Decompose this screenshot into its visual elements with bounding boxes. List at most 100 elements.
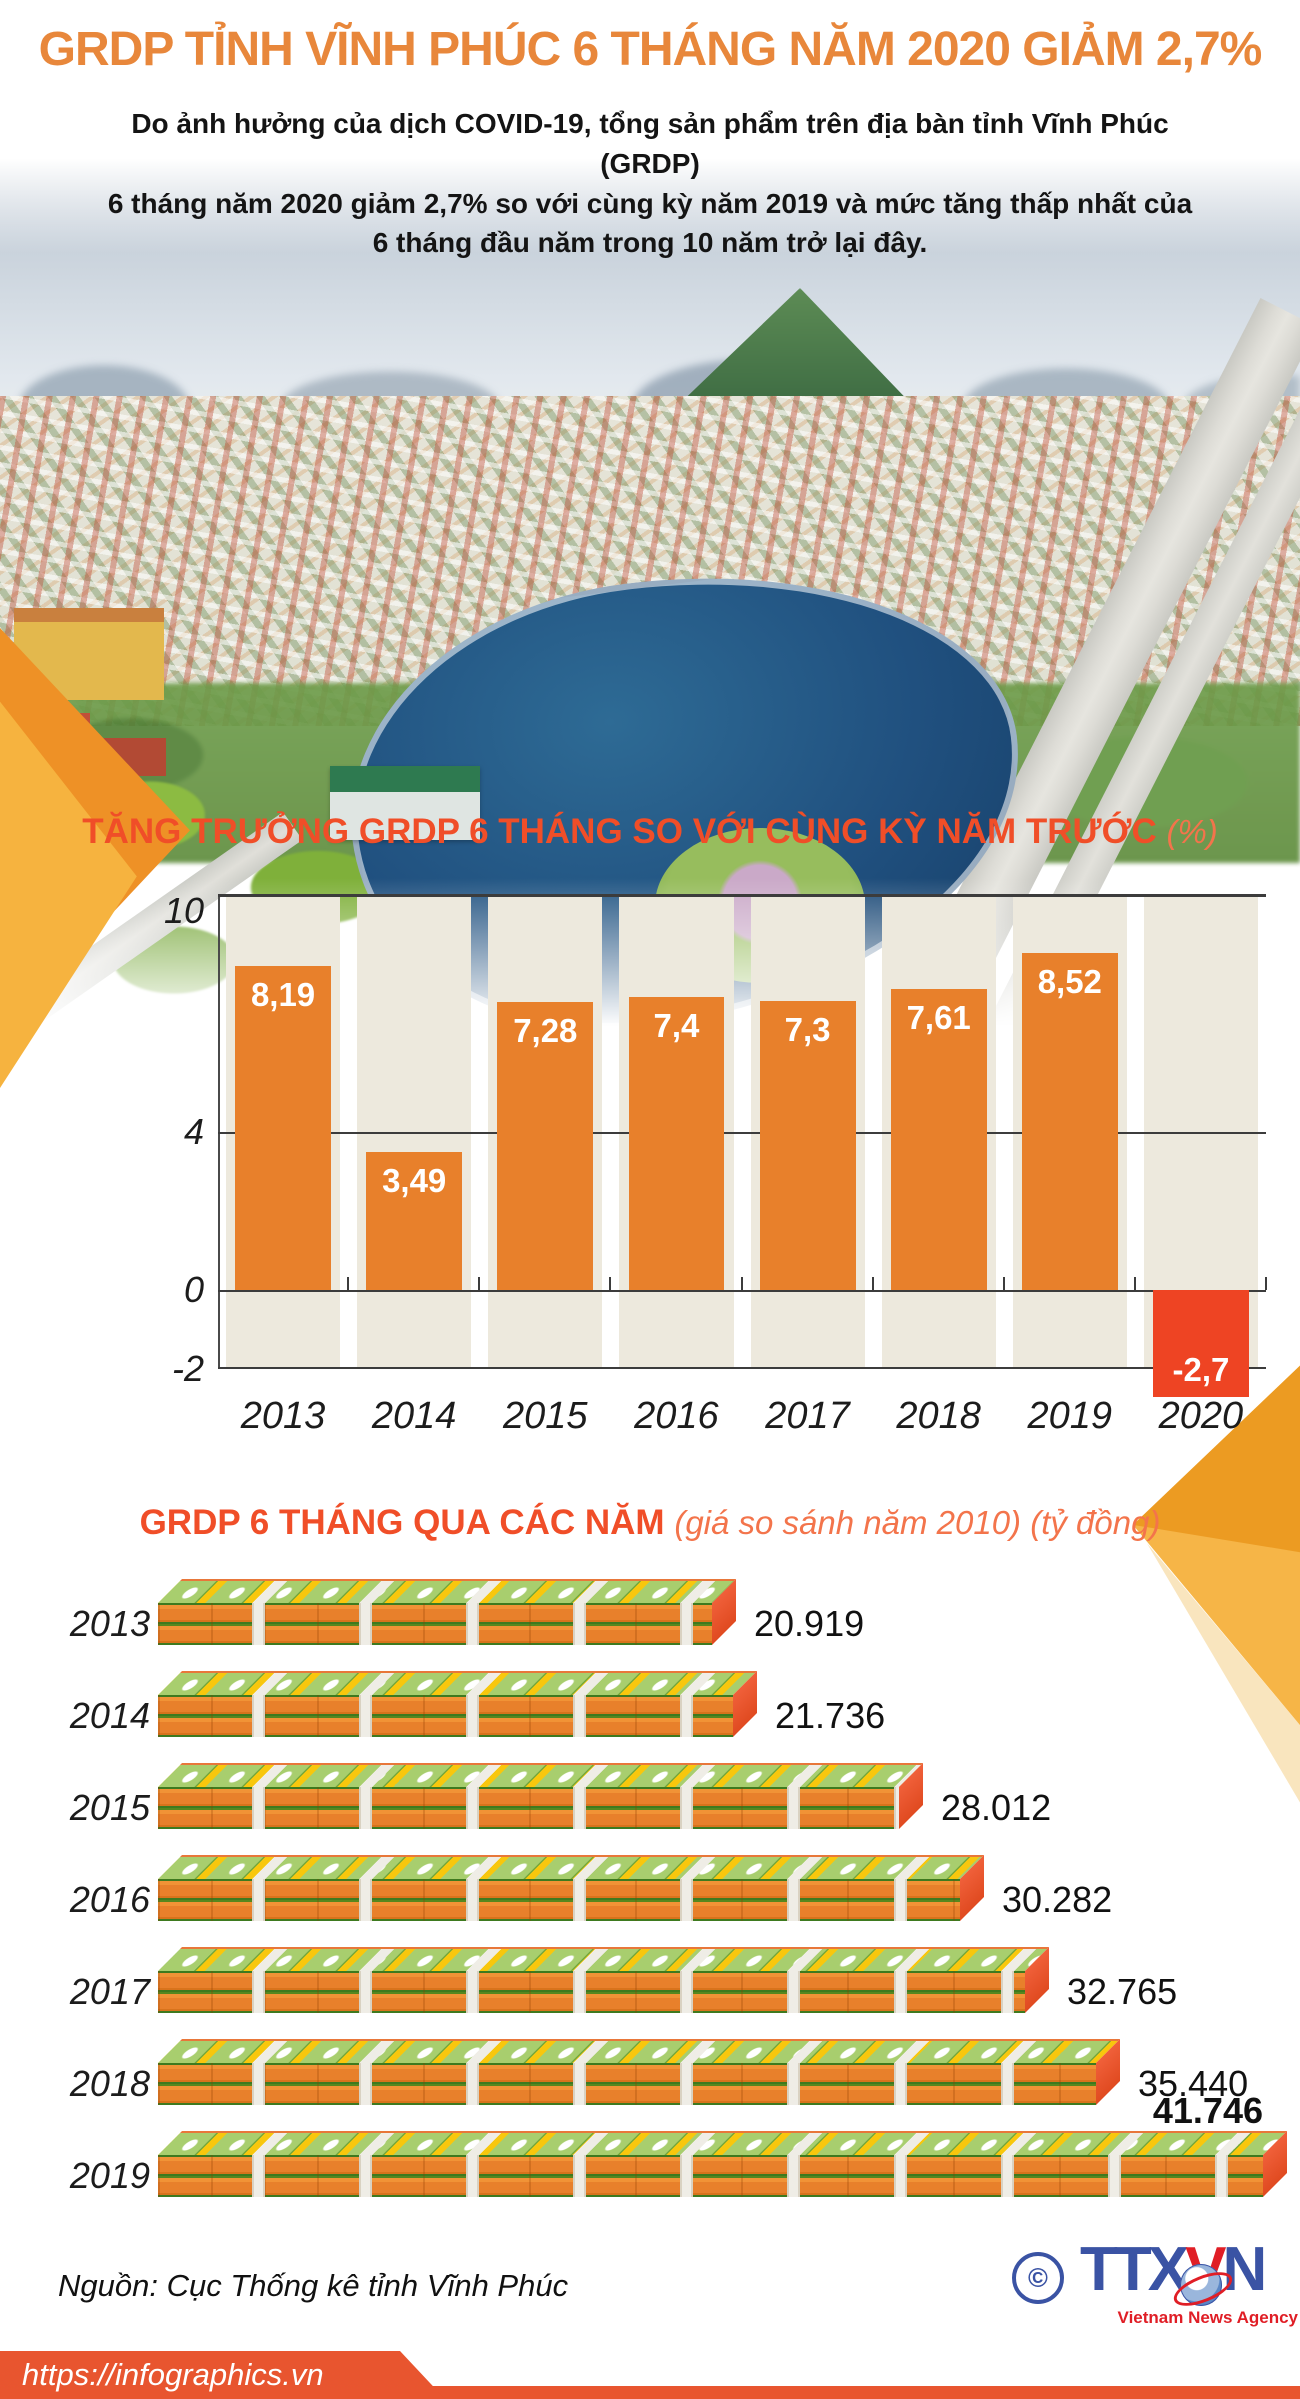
axis-year-label: 2020 [1158, 1395, 1244, 1437]
money-bar [158, 1855, 984, 1921]
row-value-label: 35.440 [1138, 2063, 1249, 2104]
row-value-label: 32.765 [1067, 1971, 1178, 2012]
money-bar-top [158, 1671, 757, 1695]
logo-caption: Vietnam News Agency [1117, 2308, 1298, 2327]
y-axis-label: 10 [163, 890, 204, 931]
growth-chart-title: TĂNG TRƯỞNG GRDP 6 THÁNG SO VỚI CÙNG KỲ … [0, 812, 1300, 852]
url-badge[interactable]: https://infographics.vn [0, 2351, 445, 2399]
growth-chart-unit: (%) [1166, 813, 1218, 850]
photo-distant-mountains [0, 298, 1300, 408]
money-row: 2014 21.736 [0, 1651, 1300, 1743]
row-value-label: 41.746 [1152, 2090, 1263, 2131]
bottom-bar: https://infographics.vn [0, 2351, 1300, 2399]
growth-bar: 7,61 [890, 988, 987, 1290]
y-axis-label: 0 [183, 1268, 204, 1310]
growth-bar-value: 7,61 [906, 998, 971, 1036]
growth-bar: 7,4 [628, 996, 725, 1290]
money-bar-top [158, 1579, 736, 1603]
row-year-label: 2014 [69, 1695, 150, 1736]
website-url[interactable]: https://infographics.vn [22, 2357, 324, 2392]
gridline-0 [218, 1289, 1266, 1292]
axis-tick [1133, 1276, 1136, 1290]
growth-bar-value: 7,4 [653, 1006, 700, 1044]
gridline-4 [218, 1131, 1266, 1134]
money-row: 2016 30.282 [0, 1835, 1300, 1927]
axis-year-label: 2015 [503, 1395, 588, 1437]
growth-bar: 3,49 [366, 1151, 463, 1290]
chart-column: 7,3 [750, 894, 874, 1369]
logo-ttx: TTX [1080, 2235, 1189, 2304]
axis-tick [1265, 1276, 1267, 1290]
money-row: 2015 28.012 [0, 1743, 1300, 1835]
axis-tick [1002, 1276, 1005, 1290]
gridline-bottom [218, 1367, 1266, 1369]
row-value-label: 28.012 [941, 1787, 1052, 1828]
grdp-chart-rows: 2013 20.919 2014 21.736 2015 28.012 2016 30.282… [0, 1559, 1300, 2207]
row-year-label: 2016 [69, 1879, 150, 1920]
row-value-label: 20.919 [754, 1603, 865, 1644]
growth-bar: 7,3 [759, 1000, 856, 1290]
growth-bar-value: 7,28 [513, 1011, 578, 1049]
growth-bar: 8,52 [1021, 952, 1118, 1290]
money-bar-top [158, 2131, 1287, 2155]
subtitle-line: 6 tháng năm 2020 giảm 2,7% so với cùng k… [107, 187, 1193, 219]
chart-column: 8,19 [226, 894, 350, 1369]
subtitle-line: Do ảnh hưởng của dịch COVID-19, tổng sản… [131, 108, 1169, 179]
money-row: 2018 35.440 [0, 2019, 1300, 2111]
axis-tick [740, 1276, 743, 1290]
growth-bar-value: 3,49 [382, 1161, 447, 1199]
subtitle-line: 6 tháng đầu năm trong 10 năm trở lại đây… [372, 227, 928, 259]
left-arrow-decoration [0, 628, 190, 1088]
growth-chart-plot: 8,19 3,49 7,28 7,4 7,3 7,61 8,52 -2,7 10 4 0 -2 [164, 890, 1267, 1397]
money-bar-top [158, 2039, 1120, 2063]
money-bar-top [158, 1947, 1049, 1971]
growth-chart-x-axis: 2013 2014 2015 2016 2017 2018 2019 2020 [218, 1395, 1266, 1438]
axis-tick [478, 1276, 481, 1290]
growth-bar-value: 8,52 [1037, 962, 1102, 1000]
money-bar [158, 2039, 1120, 2105]
money-bar [158, 1579, 736, 1645]
growth-bar-negative: -2,7 [1153, 1289, 1249, 1397]
logo-letters: TTXVN [1080, 2234, 1267, 2305]
row-year-label: 2018 [69, 2063, 150, 2104]
page-title: GRDP TỈNH VĨNH PHÚC 6 THÁNG NĂM 2020 GIẢ… [38, 23, 1263, 76]
photo-green-roof-building [330, 766, 480, 840]
logo-n: N [1222, 2235, 1267, 2304]
row-year-label: 2017 [69, 1971, 150, 2012]
right-arrow-decoration [1126, 1352, 1300, 1807]
photo-top-fade [0, 138, 1300, 253]
axis-tick [609, 1276, 612, 1290]
money-row: 2013 20.919 [0, 1559, 1300, 1651]
money-bar-top [158, 1855, 984, 1879]
axis-year-label: 2018 [896, 1395, 981, 1437]
axis-year-label: 2013 [240, 1395, 326, 1437]
growth-bar-value: 8,19 [250, 975, 316, 1013]
row-year-label: 2015 [69, 1787, 150, 1828]
row-value-label: 30.282 [1002, 1879, 1113, 1920]
row-year-label: 2013 [69, 1603, 150, 1644]
growth-bar: 7,28 [497, 1001, 594, 1290]
grdp-chart-title: GRDP 6 THÁNG QUA CÁC NĂM (giá so sánh nă… [0, 1503, 1300, 1543]
row-value-label: 21.736 [775, 1695, 886, 1736]
page-subtitle: Do ảnh hưởng của dịch COVID-19, tổng sản… [100, 104, 1200, 263]
axis-year-label: 2019 [1027, 1395, 1113, 1437]
row-year-label: 2019 [69, 2155, 150, 2196]
y-axis-label: -2 [171, 1348, 204, 1389]
money-row: 2019 41.746 [0, 2093, 1300, 2203]
grdp-chart-unit: (giá so sánh năm 2010) (tỷ đồng) [674, 1504, 1161, 1541]
growth-bar-value: -2,7 [1172, 1350, 1230, 1388]
axis-year-label: 2014 [371, 1395, 457, 1437]
money-bar [158, 1763, 923, 1829]
y-axis-label: 4 [183, 1110, 204, 1152]
axis-tick [347, 1276, 350, 1290]
chart-column: 7,28 [488, 894, 612, 1369]
growth-bar: 8,19 [235, 965, 331, 1290]
axis-year-label: 2017 [765, 1395, 850, 1437]
money-row: 2017 32.765 [0, 1927, 1300, 2019]
axis-year-label: 2016 [634, 1395, 719, 1437]
growth-chart-title-text: TĂNG TRƯỞNG GRDP 6 THÁNG SO VỚI CÙNG KỲ … [82, 812, 1157, 851]
axis-tick [871, 1276, 874, 1290]
growth-bar-value: 7,3 [784, 1010, 831, 1048]
chart-column: 8,52 [1012, 894, 1136, 1369]
